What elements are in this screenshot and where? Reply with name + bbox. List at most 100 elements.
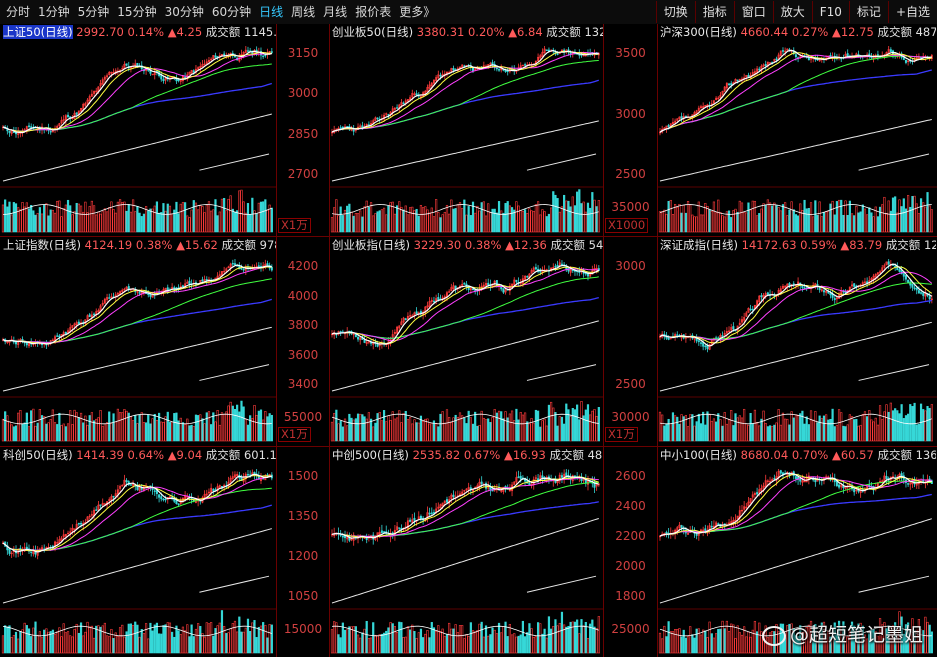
ma10-line — [659, 266, 933, 344]
volume-bar — [580, 619, 583, 654]
volume-bar — [730, 623, 733, 654]
volume-bar — [829, 636, 832, 654]
chart-panel-hs300[interactable]: 沪深300(日线) 4660.44 0.27% ▲12.75 成交额 4878 — [657, 24, 937, 236]
period-tab-8[interactable]: 月线 — [323, 5, 348, 19]
chart-panel-szzs[interactable]: 上证指数(日线) 4124.19 0.38% ▲15.62 成交额 978 — [0, 237, 277, 445]
toolbar-button-4[interactable]: F10 — [811, 1, 849, 23]
chart-panel-zc500[interactable]: 中创500(日线) 2535.82 0.67% ▲16.93 成交额 4876 — [329, 447, 604, 657]
period-tab-6[interactable]: 日线 — [259, 5, 284, 19]
toolbar-button-0[interactable]: 切换 — [655, 1, 695, 23]
candle-body — [236, 473, 239, 477]
period-tab-5[interactable]: 60分钟 — [211, 5, 252, 19]
volume-bar — [23, 622, 26, 654]
volume-bar — [803, 631, 806, 654]
candle-body — [534, 267, 537, 270]
volume-bar — [413, 419, 416, 442]
period-tab-2[interactable]: 5分钟 — [77, 5, 110, 19]
candle-body — [730, 83, 733, 86]
volume-bar — [768, 425, 772, 442]
volume-bar — [264, 199, 267, 233]
chart-panel-sz50[interactable]: 上证50(日线) 2992.70 0.14% ▲4.25 成交额 1145.1 — [0, 24, 277, 236]
candle-body — [199, 66, 202, 69]
ma10-line — [659, 473, 932, 537]
toolbar-button-3[interactable]: 放大 — [772, 1, 812, 23]
candle-body — [88, 515, 91, 518]
candle-body — [671, 121, 674, 125]
volume-bar — [686, 635, 690, 654]
kline-svg — [0, 259, 277, 442]
volume-bar — [928, 408, 931, 442]
volume-bar — [721, 215, 724, 233]
ma60-line — [659, 282, 932, 340]
ma250-line — [659, 321, 932, 392]
volume-bar — [350, 417, 353, 442]
candle-body — [233, 474, 236, 478]
volume-bar — [907, 195, 910, 233]
ma20-line — [659, 476, 932, 537]
candle-body — [398, 325, 401, 329]
candle-body — [437, 74, 440, 79]
volume-bar — [66, 199, 70, 233]
candle-body — [835, 297, 838, 300]
candle-body — [411, 519, 414, 523]
period-tab-1[interactable]: 1分钟 — [38, 5, 70, 19]
volume-bar — [411, 423, 414, 442]
volume-bar — [458, 202, 462, 233]
period-tab-10[interactable]: 更多》 — [399, 5, 436, 19]
volume-bar — [676, 629, 679, 654]
volume-bar — [846, 424, 849, 442]
chart-panel-cyb50[interactable]: 创业板50(日线) 3380.31 0.20% ▲6.84 成交额 1320 — [329, 24, 604, 236]
candle-body — [406, 520, 409, 529]
candle-body — [203, 63, 206, 66]
volume-bar — [374, 213, 377, 233]
volume-bar — [101, 426, 104, 442]
volume-bar — [846, 636, 849, 654]
volume-bar — [680, 212, 683, 233]
volume-bar — [257, 626, 260, 654]
ref-line — [526, 153, 597, 171]
candle-body — [123, 288, 126, 291]
volume-bar — [456, 204, 459, 233]
candle-body — [426, 87, 429, 93]
volume-bar — [850, 416, 854, 442]
candle-body — [758, 295, 761, 302]
volume-bar — [435, 630, 438, 654]
period-tab-3[interactable]: 15分钟 — [117, 5, 157, 19]
volume-bar — [430, 207, 433, 233]
toolbar-button-5[interactable]: 标记 — [848, 1, 888, 23]
candle-body — [140, 487, 143, 490]
candle-body — [728, 522, 731, 525]
volume-bar — [848, 630, 851, 654]
volume-bar — [6, 415, 9, 442]
candle-body — [450, 494, 453, 500]
axis-tick-label: 1350 — [287, 509, 319, 523]
volume-bar — [138, 636, 141, 654]
volume-bar — [424, 206, 427, 233]
period-tab-0[interactable]: 分时 — [6, 5, 31, 19]
candle-body — [719, 94, 722, 99]
volume-bar — [831, 636, 834, 654]
toolbar-button-2[interactable]: 窗口 — [733, 1, 773, 23]
period-tab-7[interactable]: 周线 — [291, 5, 316, 19]
chart-panel-cybz[interactable]: 创业板指(日线) 3229.30 0.38% ▲12.36 成交额 543 — [329, 237, 604, 445]
chart-panel-zx100[interactable]: 中小100(日线) 8680.04 0.70% ▲60.57 成交额 1369 — [657, 447, 937, 657]
toolbar-button-1[interactable]: 指标 — [694, 1, 734, 23]
volume-bar — [121, 624, 124, 654]
volume-bar — [6, 206, 9, 233]
volume-bar — [443, 635, 446, 654]
period-tab-4[interactable]: 30分钟 — [164, 5, 204, 19]
volume-bar — [801, 210, 804, 233]
volume-bar — [543, 418, 546, 442]
chart-panel-szcz[interactable]: 深证成指(日线) 14172.63 0.59% ▲83.79 成交额 12 — [657, 237, 937, 445]
volume-bar — [350, 626, 353, 654]
period-tab-9[interactable]: 报价表 — [355, 5, 392, 19]
candle-body — [435, 77, 438, 82]
index-name: 创业板50(日线) — [332, 25, 414, 39]
volume-bar — [714, 633, 718, 654]
toolbar-button-6[interactable]: +自选 — [887, 1, 937, 23]
volume-bar — [194, 414, 198, 442]
chart-panel-kc50[interactable]: 科创50(日线) 1414.39 0.64% ▲9.04 成交额 601.18 — [0, 447, 277, 657]
volume-bar — [658, 632, 662, 654]
volume-bar — [497, 622, 501, 654]
candle-body — [257, 265, 260, 268]
